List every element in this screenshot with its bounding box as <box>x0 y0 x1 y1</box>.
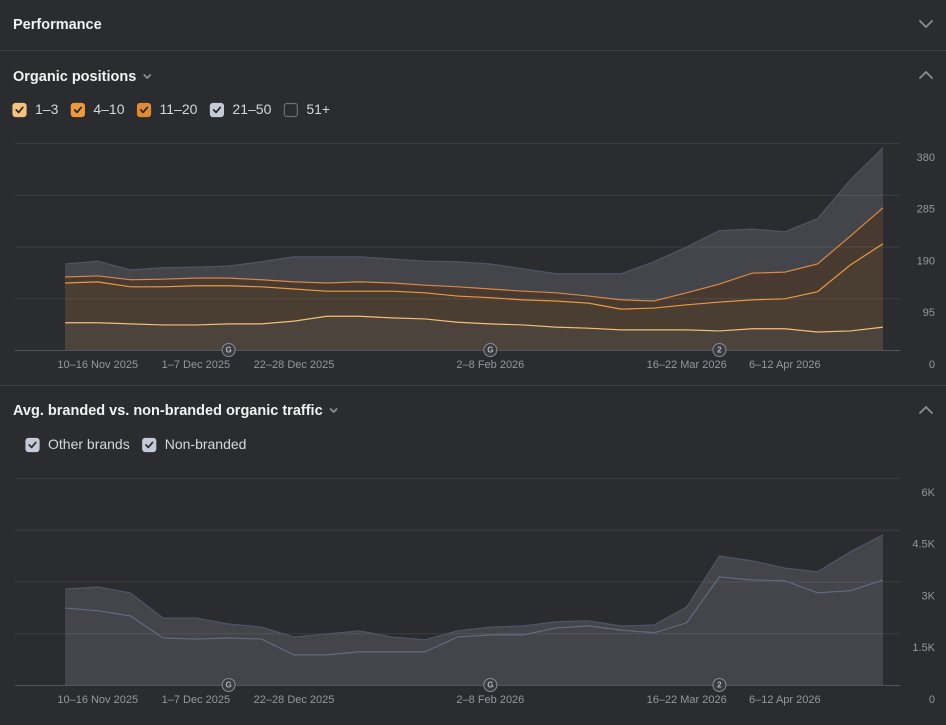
legend-label[interactable]: 1–3 <box>35 101 59 117</box>
annotation-label: G <box>225 346 231 355</box>
y-tick-label: 380 <box>917 152 935 164</box>
annotation-badge[interactable] <box>712 678 727 692</box>
chart-title[interactable]: Organic positions <box>13 69 136 85</box>
checkmark <box>145 441 154 449</box>
area-fill <box>65 534 883 655</box>
area-fill <box>65 577 883 685</box>
annotation-label: 2 <box>717 681 722 690</box>
checkmark <box>212 106 222 114</box>
x-tick-label: 10–16 Nov 2025 <box>57 694 138 706</box>
checkmark <box>73 106 83 114</box>
annotation-label: G <box>487 681 493 690</box>
y-tick-label: 0 <box>929 359 935 371</box>
legend-checkbox[interactable] <box>283 102 298 118</box>
x-tick-label: 22–28 Dec 2025 <box>254 359 335 371</box>
x-tick-label: 6–12 Apr 2026 <box>749 694 821 706</box>
x-tick-label: 16–22 Mar 2026 <box>647 359 727 371</box>
checkmark <box>15 106 24 114</box>
x-tick-label: 2–8 Feb 2026 <box>456 694 524 706</box>
y-tick-label: 190 <box>917 255 935 267</box>
annotation-badge[interactable] <box>221 343 236 357</box>
x-tick-label: 6–12 Apr 2026 <box>749 359 821 371</box>
collapse-toggle[interactable] <box>919 406 933 414</box>
area-line <box>64 147 884 275</box>
annotation-badge[interactable] <box>221 678 236 692</box>
x-tick-label: 2–8 Feb 2026 <box>456 359 524 371</box>
legend-label[interactable]: 4–10 <box>93 101 124 117</box>
y-tick-label: 0 <box>929 694 935 706</box>
area-line <box>64 207 884 302</box>
annotation-badge[interactable] <box>483 678 498 692</box>
area-line <box>64 243 884 310</box>
panel-title: Performance <box>13 17 102 33</box>
title-dropdown[interactable] <box>329 408 338 413</box>
area-fill <box>65 207 883 310</box>
area-line <box>64 576 884 656</box>
x-tick-label: 1–7 Dec 2025 <box>162 694 231 706</box>
chart-title[interactable]: Avg. branded vs. non-branded organic tra… <box>13 403 323 419</box>
annotation-label: 2 <box>717 346 722 355</box>
legend-label[interactable]: 21–50 <box>232 101 271 117</box>
annotation-badge[interactable] <box>483 343 498 357</box>
y-tick-label: 4.5K <box>912 539 935 551</box>
y-tick-label: 1.5K <box>912 642 935 654</box>
annotation-label: G <box>225 681 231 690</box>
x-tick-label: 10–16 Nov 2025 <box>57 359 138 371</box>
area-line <box>64 534 884 641</box>
annotation-label: G <box>487 346 493 355</box>
area-fill <box>65 243 883 333</box>
legend-label[interactable]: Other brands <box>48 436 130 452</box>
legend-label[interactable]: Non-branded <box>165 436 247 452</box>
y-tick-label: 95 <box>923 307 935 319</box>
y-tick-label: 6K <box>922 487 936 499</box>
legend-label[interactable]: 11–20 <box>160 101 198 117</box>
y-tick-label: 3K <box>922 590 936 602</box>
x-tick-label: 16–22 Mar 2026 <box>647 694 727 706</box>
x-tick-label: 22–28 Dec 2025 <box>254 694 335 706</box>
x-tick-label: 1–7 Dec 2025 <box>162 359 231 371</box>
checkmark <box>139 106 149 114</box>
area-fill <box>65 147 883 301</box>
y-tick-label: 285 <box>917 204 935 216</box>
annotation-badge[interactable] <box>712 343 727 357</box>
area-line <box>65 315 884 333</box>
legend-label[interactable]: 51+ <box>306 101 330 117</box>
title-dropdown[interactable] <box>143 74 152 79</box>
area-fill <box>65 316 883 350</box>
checkmark <box>28 441 37 449</box>
collapse-toggle[interactable] <box>919 20 933 28</box>
collapse-toggle[interactable] <box>919 71 933 79</box>
